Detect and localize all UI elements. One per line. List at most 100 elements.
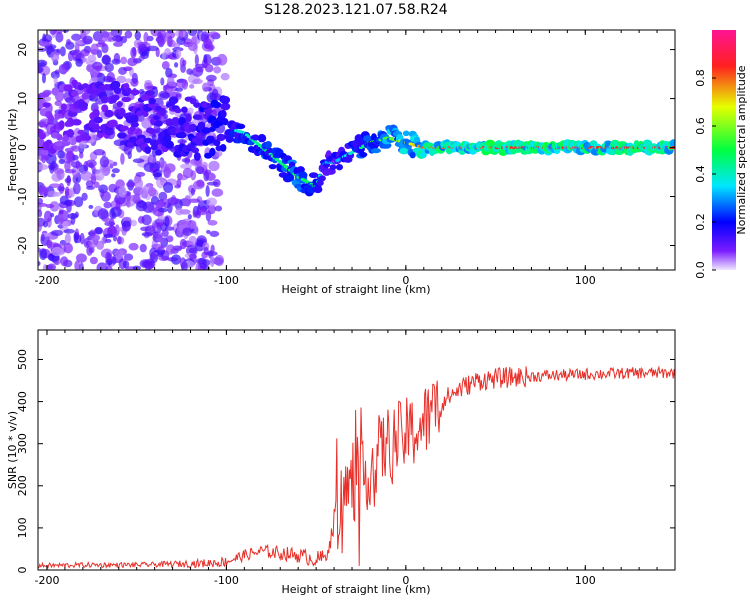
ridge-blob (116, 101, 124, 107)
x-tick-label: 100 (575, 574, 596, 587)
ridge-blob (117, 132, 127, 139)
noise-blob (43, 154, 50, 161)
noise-blob (182, 227, 193, 236)
ridge-blob (55, 140, 64, 147)
noise-blob (94, 226, 103, 234)
ridge-blob (181, 106, 188, 113)
noise-blob (128, 194, 140, 202)
noise-blob (113, 235, 118, 242)
ridge-blob (313, 186, 323, 194)
noise-blob (192, 212, 198, 218)
noise-blob (86, 245, 93, 256)
noise-blob (90, 172, 97, 185)
noise-blob (54, 30, 63, 34)
ridge-blob (38, 132, 47, 140)
noise-blob (165, 36, 172, 43)
noise-blob (91, 76, 99, 82)
noise-blob (70, 145, 78, 150)
ridge-blob (153, 115, 160, 121)
noise-blob (80, 170, 92, 181)
colorbar-tick-label: 0.2 (694, 213, 707, 231)
ridge-blob (63, 84, 73, 92)
ridge-blob (42, 102, 51, 108)
noise-blob (165, 244, 176, 255)
noise-blob (188, 235, 197, 246)
spectrogram-frame (37, 29, 676, 271)
noise-blob (179, 238, 187, 250)
noise-blob (64, 233, 71, 245)
noise-blob (64, 186, 70, 197)
noise-blob (88, 239, 98, 249)
noise-blob (53, 76, 58, 85)
x-tick-label: 100 (575, 274, 596, 287)
ridge-blob (200, 127, 211, 134)
noise-blob (109, 163, 114, 169)
noise-blob (121, 220, 132, 232)
noise-blob (195, 166, 205, 175)
ridge-blob (119, 125, 129, 131)
ridge-blob (298, 171, 308, 180)
noise-blob (157, 31, 162, 39)
noise-blob (211, 88, 219, 99)
noise-blob (154, 232, 164, 239)
noise-blob (139, 243, 147, 253)
ridge-blob (148, 128, 156, 135)
noise-blob (51, 246, 63, 257)
noise-blob (196, 179, 205, 188)
noise-blob (73, 182, 81, 195)
noise-blob (59, 46, 66, 57)
ridge-blob (197, 121, 206, 128)
colorbar-ticks: 0.0 0.2 0.4 0.6 0.8 (694, 69, 716, 279)
noise-blob (154, 160, 161, 171)
noise-blob (97, 72, 103, 78)
noise-blob (75, 160, 81, 169)
ridge-blob (125, 87, 132, 94)
noise-blob (167, 257, 179, 262)
noise-blob (50, 229, 63, 237)
noise-blob (88, 162, 94, 169)
noise-blob (66, 38, 71, 46)
ridge-blob (145, 89, 155, 96)
ridge-blob (211, 101, 222, 109)
noise-blob (208, 160, 220, 172)
noise-blob (194, 54, 199, 66)
ridge-blob (97, 132, 104, 138)
ridge-blob (235, 123, 246, 130)
noise-blob (181, 261, 188, 270)
noise-blob (105, 238, 112, 243)
ridge-blob (402, 130, 410, 137)
noise-blob (98, 184, 109, 194)
ridge-blob (420, 151, 427, 159)
ridge-blob (185, 113, 192, 123)
noise-blob (45, 204, 55, 209)
noise-blob (214, 205, 223, 212)
noise-blob (148, 152, 154, 163)
noise-blob (103, 201, 112, 209)
y-tick-label: 20 (16, 43, 29, 57)
noise-blob (189, 84, 195, 89)
ridge-blob (118, 107, 126, 117)
noise-blob (203, 38, 213, 50)
noise-blob (135, 171, 146, 177)
noise-blob (126, 181, 136, 188)
noise-blob (134, 30, 141, 41)
noise-blob (161, 229, 169, 238)
noise-blob (73, 232, 79, 244)
colorbar-gradient (712, 30, 736, 270)
noise-blob (38, 185, 49, 195)
noise-blob (88, 204, 94, 209)
x-tick-label: -200 (34, 274, 59, 287)
noise-blob (80, 48, 90, 57)
snr-series-line (38, 365, 675, 570)
noise-blob (39, 248, 48, 261)
noise-blob (144, 225, 156, 236)
noise-blob (156, 222, 164, 227)
noise-blob (49, 183, 61, 188)
ridge-blob (136, 110, 143, 117)
noise-blob (206, 229, 211, 234)
colorbar-tick-label: 0.0 (694, 261, 707, 279)
noise-blob (174, 87, 184, 92)
ridge-blob (58, 120, 65, 130)
noise-blob (184, 156, 191, 165)
noise-blob (64, 169, 77, 174)
